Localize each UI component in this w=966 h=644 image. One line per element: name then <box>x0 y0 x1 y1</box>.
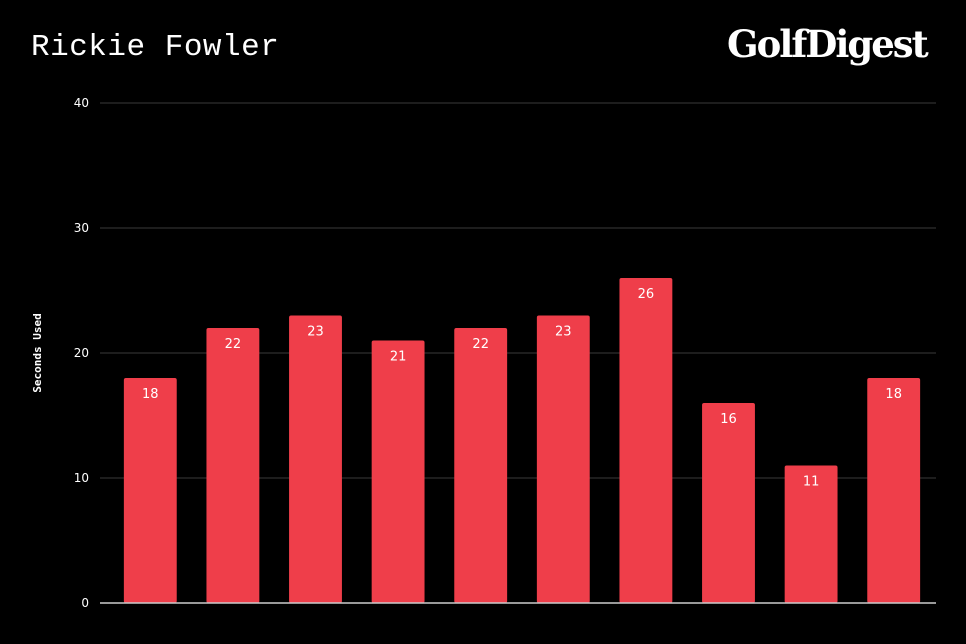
y-tick-label: 20 <box>74 346 89 360</box>
bar <box>206 328 260 603</box>
bar <box>289 315 342 603</box>
bar <box>536 315 590 603</box>
y-tick-label: 0 <box>81 596 89 610</box>
bar-value-label: 18 <box>142 387 159 402</box>
bar <box>371 340 425 603</box>
bar-value-label: 23 <box>555 325 572 340</box>
chart-title: Rickie Fowler <box>31 30 280 65</box>
bar-value-label: 22 <box>472 337 489 352</box>
y-tick-label: 30 <box>74 221 89 235</box>
y-axis-label: Seconds Used <box>31 313 44 392</box>
bar-value-label: 18 <box>885 387 902 402</box>
y-tick-label: 10 <box>74 471 89 485</box>
bar <box>702 403 755 603</box>
bar-value-label: 26 <box>638 287 655 302</box>
bar-value-label: 23 <box>307 325 324 340</box>
y-axis-ticks: 0 10 20 30 40 <box>74 96 89 610</box>
bar-value-label: 11 <box>803 475 820 490</box>
bar <box>867 378 921 603</box>
bar-value-label: 16 <box>720 412 737 427</box>
bar <box>123 378 177 603</box>
bar <box>784 465 838 603</box>
bar <box>619 278 673 603</box>
bar <box>454 328 508 603</box>
bar-value-label: 22 <box>225 337 242 352</box>
golf-digest-logo: GolfDigest <box>727 22 929 66</box>
y-tick-label: 40 <box>74 96 89 110</box>
data-labels: 18 22 23 21 22 23 26 16 11 18 <box>142 287 902 490</box>
bars <box>123 278 921 603</box>
bar-value-label: 21 <box>390 350 407 365</box>
